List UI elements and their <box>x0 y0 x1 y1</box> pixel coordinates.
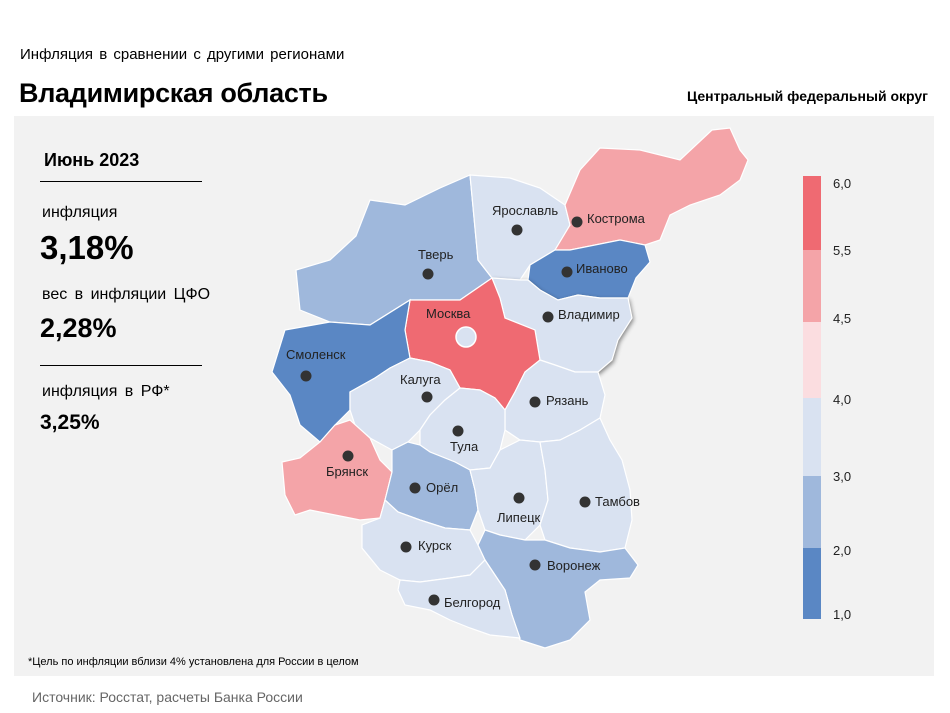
rf-inflation-label: инфляция в РФ* <box>42 383 170 400</box>
inflation-value: 3,18% <box>40 229 134 266</box>
label-belgorod: Белгород <box>444 595 501 610</box>
city-dot-lipetsk <box>513 492 525 504</box>
city-dot-bryansk <box>342 450 354 462</box>
city-dot-tula <box>452 425 464 437</box>
legend-tick: 2,0 <box>833 543 851 558</box>
region-kostroma[interactable] <box>553 127 749 251</box>
label-orel: Орёл <box>426 480 458 495</box>
label-tula: Тула <box>450 439 479 454</box>
legend-bin-1-2 <box>803 548 821 619</box>
label-kaluga: Калуга <box>400 372 441 387</box>
weight-label: вес в инфляции ЦФО <box>42 286 211 303</box>
legend-bin-3-4 <box>803 398 821 476</box>
legend-bin-2-3 <box>803 476 821 548</box>
city-dot-kostroma <box>571 216 583 228</box>
inflation-label: инфляция <box>42 204 118 221</box>
legend-bin-4-4.5 <box>803 322 821 398</box>
label-moscow: Москва <box>426 306 471 321</box>
label-ivanovo: Иваново <box>576 261 628 276</box>
footnote: *Цель по инфляции вблизи 4% установлена … <box>28 656 359 668</box>
legend-tick: 1,0 <box>833 607 851 622</box>
supertitle: Инфляция в сравнении с другими регионами <box>20 46 345 63</box>
rf-inflation-value: 3,25% <box>40 411 100 434</box>
legend-tick: 4,5 <box>833 311 851 326</box>
label-tver: Тверь <box>418 247 454 262</box>
city-dot-vladimir <box>542 311 554 323</box>
district-label: Центральный федеральный округ <box>686 88 928 104</box>
city-dot-yaroslavl <box>511 224 523 236</box>
source-note: Источник: Росстат, расчеты Банка России <box>32 689 303 705</box>
legend-tick: 3,0 <box>833 469 851 484</box>
city-dot-smolensk <box>300 370 312 382</box>
city-dot-ryazan <box>529 396 541 408</box>
region-bryansk[interactable] <box>281 419 393 521</box>
city-dot-tambov <box>579 496 591 508</box>
label-voronezh: Воронеж <box>547 558 601 573</box>
label-kostroma: Кострома <box>587 211 646 226</box>
label-smolensk: Смоленск <box>286 347 346 362</box>
label-tambov: Тамбов <box>595 494 640 509</box>
label-bryansk: Брянск <box>326 464 368 479</box>
label-ryazan: Рязань <box>546 393 589 408</box>
city-dot-orel <box>409 482 421 494</box>
moscow-city-marker <box>455 326 477 348</box>
page-title: Владимирская область <box>19 78 328 108</box>
label-kursk: Курск <box>418 538 452 553</box>
city-dot-tver <box>422 268 434 280</box>
legend-tick: 5,5 <box>833 243 851 258</box>
legend-bin-5.5-6 <box>803 176 821 250</box>
region-tambov[interactable] <box>539 417 633 553</box>
legend-color-scale <box>803 176 821 619</box>
label-lipetsk: Липецк <box>497 510 541 525</box>
divider <box>40 181 202 182</box>
legend-tick: 6,0 <box>833 176 851 191</box>
label-vladimir: Владимир <box>558 307 620 322</box>
city-dot-kaluga <box>421 391 433 403</box>
period-label: Июнь 2023 <box>44 150 140 170</box>
city-labels: Ярославль Кострома Тверь Иваново Москва … <box>286 203 646 610</box>
legend-ticks: 6,0 5,5 4,5 4,0 3,0 2,0 1,0 <box>833 176 851 622</box>
divider <box>40 365 202 366</box>
region-belgorod[interactable] <box>397 559 521 639</box>
city-dot-kursk <box>400 541 412 553</box>
city-dot-ivanovo <box>561 266 573 278</box>
label-yaroslavl: Ярославль <box>492 203 558 218</box>
weight-value: 2,28% <box>40 313 117 343</box>
city-markers <box>300 216 591 606</box>
legend-bin-4.5-5.5 <box>803 250 821 322</box>
city-dot-belgorod <box>428 594 440 606</box>
legend-tick: 4,0 <box>833 392 851 407</box>
city-dot-voronezh <box>529 559 541 571</box>
